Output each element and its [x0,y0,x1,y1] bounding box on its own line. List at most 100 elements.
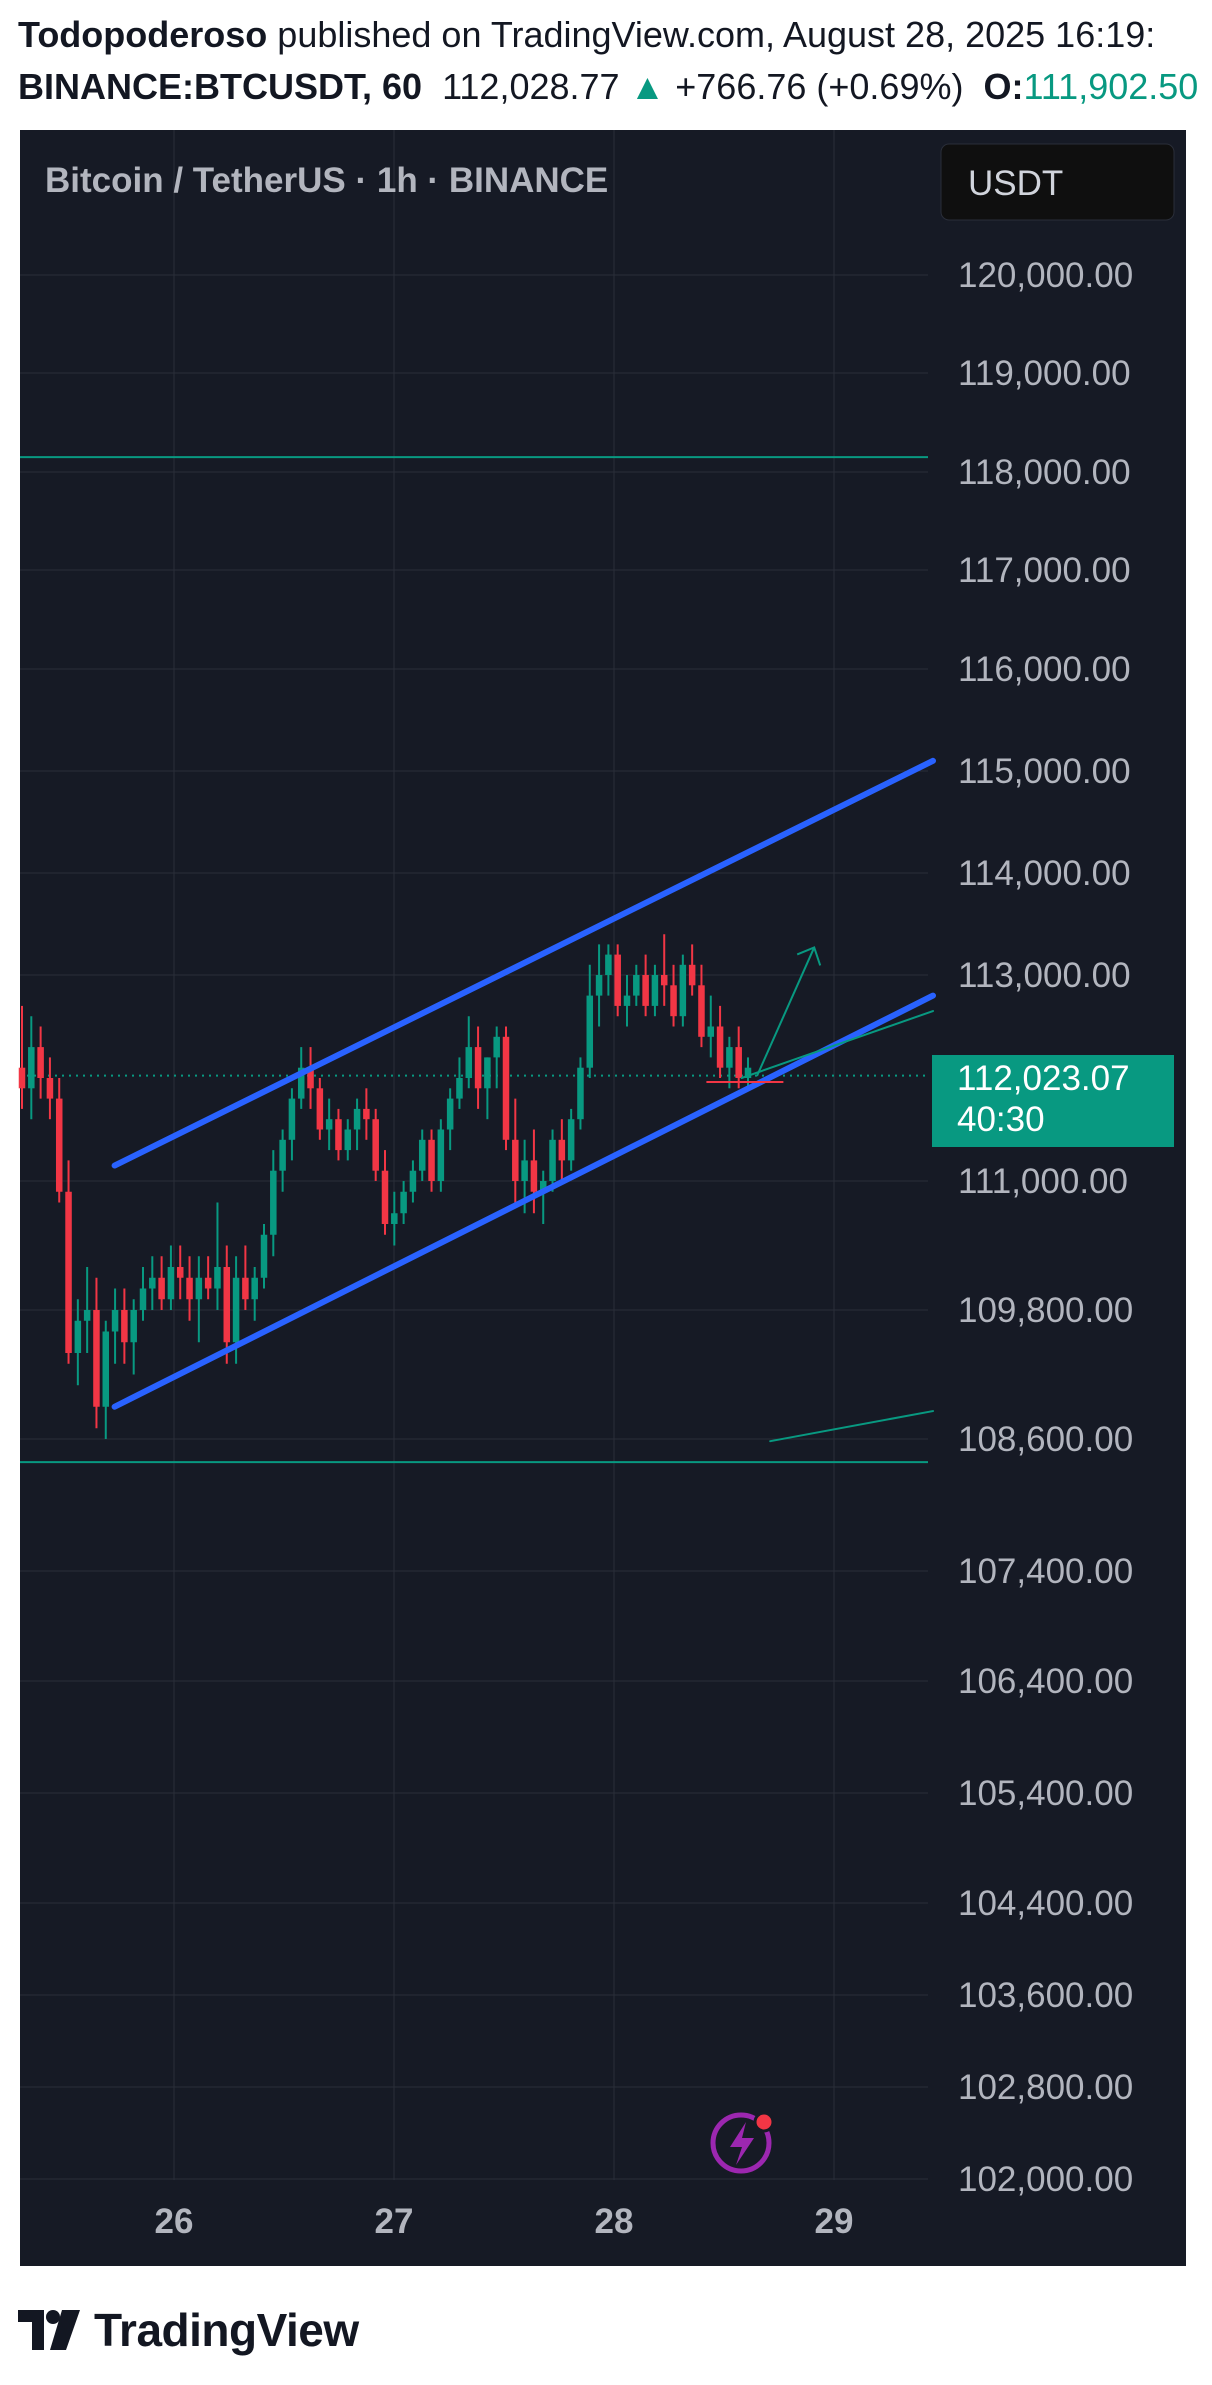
candle-body [353,1108,361,1130]
candle [744,1057,752,1089]
price-tick-label: 109,800.00 [958,1291,1133,1330]
candle-body [204,1277,212,1289]
candle [223,1245,231,1364]
time-axis[interactable]: 26 27 28 29 [155,2202,854,2241]
candle-body [65,1191,72,1353]
candle-body [158,1277,165,1300]
candle [484,1057,491,1120]
candle [186,1256,193,1321]
candle [195,1256,203,1343]
date-tick-label: 29 [815,2202,854,2241]
tradingview-logo-icon [18,2310,80,2350]
candle [149,1256,156,1310]
author-name[interactable]: Todopoderoso [18,14,268,55]
candle [176,1245,184,1300]
candle [214,1202,221,1310]
candle-body [567,1119,575,1161]
candle-body [642,975,649,1006]
candle [279,1129,286,1192]
price-tick-label: 111,000.00 [958,1162,1128,1201]
candle-body [307,1067,314,1089]
price-tick-label: 119,000.00 [958,354,1131,393]
candle [679,954,687,1027]
candle [130,1299,137,1375]
candle-body [418,1139,426,1171]
candle [567,1108,575,1171]
candle-body [512,1139,519,1181]
candle [577,1057,584,1130]
candle-body [688,964,696,986]
price-axis[interactable]: 120,000.00 119,000.00 118,000.00 117,000.00… [958,256,1133,2199]
candle-body [698,985,705,1037]
date-tick-label: 28 [595,2202,634,2241]
candle-body [530,1160,538,1192]
candle-body [400,1191,407,1214]
currency-button[interactable]: USDT [940,143,1175,221]
candle [158,1256,165,1310]
candle-body [55,1098,63,1192]
date-tick-label: 26 [155,2202,194,2241]
candle-body [465,1047,473,1078]
candle [670,964,677,1027]
candle [204,1256,212,1300]
candle [716,1005,724,1078]
candle-body [46,1078,54,1099]
candle [400,1181,407,1224]
drawings [111,757,936,1443]
alert-lightning-icon[interactable] [710,2111,775,2174]
candle-body [716,1026,724,1068]
candle-body [707,1026,715,1037]
candle [493,1026,500,1089]
candle [18,1005,26,1109]
candle-body [446,1098,454,1130]
change-arrow-icon: ▲ [629,66,666,107]
candle [74,1299,82,1386]
forecast-arrow [756,947,816,1077]
small-trendline [769,1410,934,1443]
candle-body [391,1213,398,1224]
price-tick-label: 104,400.00 [958,1884,1133,1923]
candle-body [428,1139,435,1181]
publication-info-line: Todopoderoso published on TradingView.co… [18,14,1155,56]
candle [651,964,659,1017]
price-tick-label: 113,000.00 [958,956,1131,995]
candle-body [223,1267,231,1343]
candle-body [28,1047,35,1089]
candle [316,1078,324,1140]
candle [595,944,603,1027]
candle [539,1170,547,1224]
candle-body [679,964,687,1017]
candle-body [242,1277,249,1300]
candle-body [633,975,640,996]
open-value: 111,902.50 [1023,66,1199,107]
candle-body [316,1088,324,1130]
candle [55,1078,63,1203]
candle-body [186,1277,193,1300]
tradingview-brand: TradingView [94,2304,359,2356]
candle [363,1088,370,1140]
candle [288,1088,296,1161]
candle [353,1098,361,1151]
published-text: published on TradingView.com, August 28,… [267,14,1156,55]
candle-body [102,1331,110,1407]
candle [633,964,640,1006]
candle [335,1108,342,1161]
candle-body [381,1170,389,1224]
candle [372,1108,379,1181]
candle [512,1098,519,1203]
candle [558,1119,566,1181]
candle [65,1160,72,1364]
price-tick-label: 116,000.00 [958,650,1131,689]
price-tick-label: 108,600.00 [958,1420,1133,1459]
candle [549,1129,556,1192]
price-tick-label: 118,000.00 [958,453,1131,492]
candle [437,1119,445,1192]
candle [726,1036,733,1089]
price-tick-label: 115,000.00 [958,752,1131,791]
price-tick-label: 102,000.00 [958,2160,1133,2199]
inner-trendline [740,1010,934,1079]
candle [83,1267,91,1353]
candle-body [726,1047,733,1068]
chart-canvas[interactable]: Bitcoin / TetherUS · 1h · BINANCE USDT 1… [0,0,1212,2300]
price-tick-label: 106,400.00 [958,1662,1133,1701]
